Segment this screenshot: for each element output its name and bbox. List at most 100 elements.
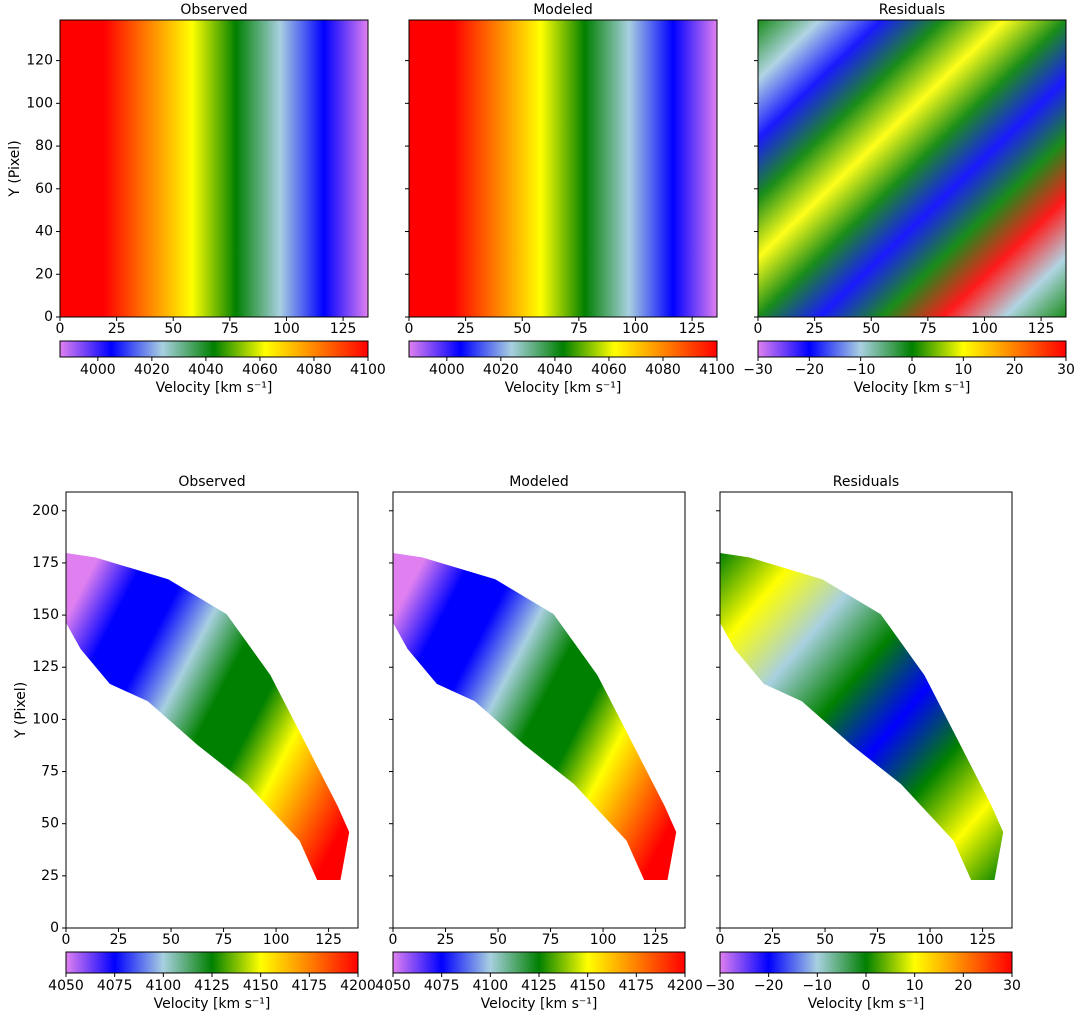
colorbar — [758, 341, 1066, 357]
colorbar — [720, 952, 1012, 973]
panel-title: Modeled — [509, 474, 569, 490]
y-tick-label: 120 — [26, 53, 53, 69]
colorbar-tick-label: −20 — [795, 362, 825, 378]
x-tick-label: 0 — [62, 932, 71, 948]
x-tick-label: 75 — [570, 321, 588, 337]
colorbar-tick-label: −10 — [846, 362, 876, 378]
y-axis-label: Y (Pixel) — [7, 140, 23, 197]
panel-title: Residuals — [833, 474, 899, 490]
axes-frame — [392, 491, 686, 929]
y-tick-label: 0 — [44, 309, 53, 325]
y-tick-label: 75 — [41, 764, 59, 780]
colorbar — [409, 341, 717, 357]
colorbar-label: Velocity [km s⁻¹] — [154, 996, 271, 1012]
map-band — [393, 553, 677, 881]
x-tick-label: 25 — [110, 932, 128, 948]
y-tick-label: 60 — [35, 181, 53, 197]
x-tick-label: 50 — [162, 932, 180, 948]
x-tick-label: 75 — [221, 321, 239, 337]
x-tick-label: 100 — [263, 932, 290, 948]
y-axis-label: Y (Pixel) — [13, 682, 29, 739]
colorbar-tick-label: −30 — [743, 362, 773, 378]
colorbar — [66, 952, 358, 973]
x-tick-label: 25 — [108, 321, 126, 337]
x-tick-label: 0 — [389, 932, 398, 948]
colorbar-label: Velocity [km s⁻¹] — [481, 996, 598, 1012]
x-tick-label: 125 — [330, 321, 357, 337]
colorbar-tick-label: 4040 — [188, 362, 224, 378]
colorbar-tick-label: 4175 — [619, 978, 655, 994]
colorbar-tick-label: 4125 — [521, 978, 557, 994]
colorbar-tick-label: 4050 — [48, 978, 84, 994]
x-tick-label: 25 — [437, 932, 455, 948]
colorbar-tick-label: 4150 — [243, 978, 279, 994]
x-tick-label: 25 — [806, 321, 824, 337]
colorbar-tick-label: −10 — [803, 978, 833, 994]
colorbar-tick-label: 4080 — [296, 362, 332, 378]
panel-title: Residuals — [879, 2, 945, 18]
colorbar-label: Velocity [km s⁻¹] — [505, 380, 622, 396]
colorbar-tick-label: 4075 — [97, 978, 133, 994]
x-tick-label: 50 — [489, 932, 507, 948]
colorbar-tick-label: 10 — [906, 978, 924, 994]
axes-frame — [719, 491, 1013, 929]
map-image — [409, 20, 717, 317]
x-tick-label: 100 — [917, 932, 944, 948]
map-field — [409, 20, 717, 317]
colorbar-tick-label: 4075 — [424, 978, 460, 994]
map-image — [758, 20, 1066, 317]
colorbar-tick-label: 4100 — [473, 978, 509, 994]
panel-title: Observed — [180, 2, 247, 18]
colorbar-tick-label: 4100 — [699, 362, 735, 378]
panel-title: Modeled — [533, 2, 593, 18]
y-tick-label: 175 — [32, 555, 59, 571]
x-tick-label: 50 — [862, 321, 880, 337]
map-field — [60, 20, 368, 317]
x-tick-label: 100 — [971, 321, 998, 337]
x-tick-label: 100 — [622, 321, 649, 337]
x-tick-label: 125 — [642, 932, 669, 948]
colorbar-tick-label: 4150 — [570, 978, 606, 994]
x-tick-label: 0 — [716, 932, 725, 948]
colorbar-frame — [408, 340, 718, 358]
colorbar — [60, 341, 368, 357]
x-tick-label: 25 — [457, 321, 475, 337]
colorbar-tick-label: 4080 — [645, 362, 681, 378]
map-image — [60, 20, 368, 317]
x-tick-label: 25 — [764, 932, 782, 948]
colorbar-tick-label: 4125 — [194, 978, 230, 994]
x-tick-label: 0 — [56, 321, 65, 337]
map-image — [393, 553, 677, 881]
colorbar-tick-label: 4000 — [429, 362, 465, 378]
axes-frame — [59, 19, 369, 318]
y-tick-label: 80 — [35, 138, 53, 154]
colorbar-tick-label: 4050 — [375, 978, 411, 994]
x-tick-label: 0 — [754, 321, 763, 337]
y-tick-label: 150 — [32, 607, 59, 623]
colorbar-tick-label: 4200 — [667, 978, 703, 994]
axes-frame — [65, 491, 359, 929]
x-tick-label: 0 — [405, 321, 414, 337]
y-tick-label: 100 — [32, 711, 59, 727]
x-tick-label: 100 — [273, 321, 300, 337]
colorbar-tick-label: 4060 — [242, 362, 278, 378]
x-tick-label: 125 — [679, 321, 706, 337]
colorbar-tick-label: 4000 — [80, 362, 116, 378]
x-tick-label: 75 — [919, 321, 937, 337]
y-tick-label: 50 — [41, 816, 59, 832]
colorbar-tick-label: 30 — [1003, 978, 1021, 994]
map-band — [720, 553, 1004, 881]
y-tick-label: 0 — [50, 920, 59, 936]
colorbar-tick-label: 4020 — [483, 362, 519, 378]
colorbar-label: Velocity [km s⁻¹] — [808, 996, 925, 1012]
x-tick-label: 125 — [315, 932, 342, 948]
panel-title: Observed — [178, 474, 245, 490]
colorbar-tick-label: 10 — [954, 362, 972, 378]
x-tick-label: 75 — [542, 932, 560, 948]
map-image — [66, 553, 350, 881]
y-tick-label: 100 — [26, 95, 53, 111]
colorbar-tick-label: 4020 — [134, 362, 170, 378]
x-tick-label: 50 — [164, 321, 182, 337]
